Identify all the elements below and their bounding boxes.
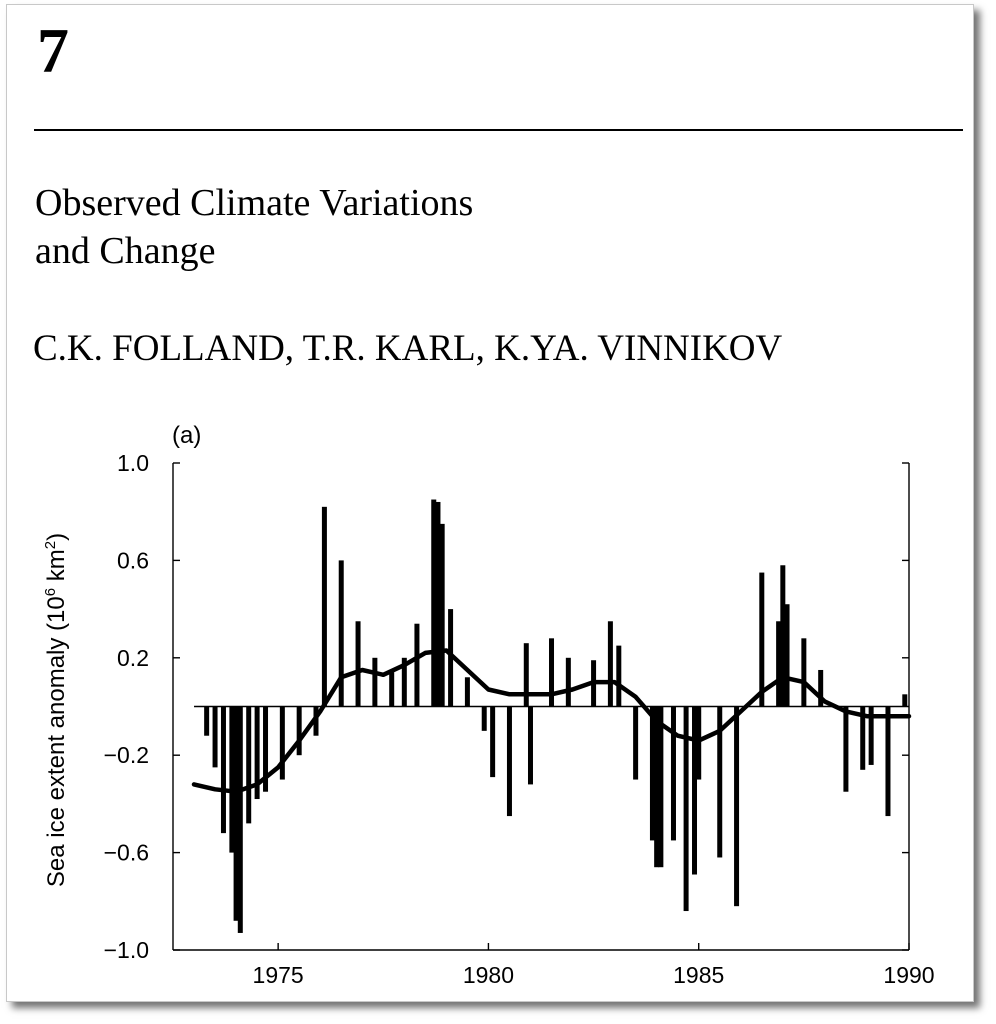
y-axis-label-unit: km	[43, 549, 70, 588]
anomaly-bar	[633, 706, 639, 780]
x-tick-label: 1975	[253, 962, 304, 988]
anomaly-bar	[414, 623, 420, 707]
y-tick-label: −1.0	[104, 937, 149, 963]
anomaly-bar	[734, 706, 740, 907]
anomaly-bar	[296, 706, 302, 756]
anomaly-bar	[860, 706, 866, 770]
anomaly-bar	[692, 706, 698, 875]
anomaly-bar	[246, 706, 252, 824]
x-tick-label: 1980	[463, 962, 514, 988]
anomaly-bar	[313, 706, 319, 736]
anomaly-bar	[843, 706, 849, 792]
anomaly-bar	[233, 706, 239, 921]
anomaly-bar	[670, 706, 676, 841]
smoothed-line	[191, 648, 912, 794]
anomaly-bar	[818, 669, 824, 707]
anomaly-bar	[355, 621, 361, 707]
anomaly-bar	[780, 565, 786, 707]
anomaly-bar	[263, 706, 269, 792]
panel-label: (a)	[172, 422, 201, 449]
chapter-number: 7	[37, 15, 69, 86]
header-rule	[34, 129, 963, 131]
x-tick-label: 1985	[673, 962, 724, 988]
anomaly-bar	[254, 706, 260, 800]
anomaly-bar	[464, 677, 470, 707]
y-axis-label-text: Sea ice extent anomaly (10	[43, 596, 70, 887]
anomaly-bar	[481, 706, 487, 731]
y-tick-label: −0.2	[104, 742, 149, 768]
anomaly-bar	[549, 638, 555, 707]
anomaly-bar	[506, 706, 512, 817]
anomaly-bar	[801, 638, 807, 707]
anomaly-bar	[229, 706, 235, 853]
y-tick-label: 0.6	[117, 547, 149, 573]
anomaly-bar	[321, 506, 327, 707]
anomaly-bar	[649, 706, 655, 841]
anomaly-bar	[401, 657, 407, 707]
x-tick-label: 1990	[883, 962, 934, 988]
anomaly-bar	[220, 706, 226, 834]
anomaly-bar	[784, 604, 790, 707]
chapter-title-line-2: and Change	[35, 230, 216, 272]
anomaly-bar	[389, 672, 395, 707]
anomaly-bar	[204, 706, 210, 736]
anomaly-bar	[902, 694, 908, 707]
plot-area: 1.0 0.6 0.2 −0.2 −0.6 −1.0 1975 1980 1985 1990	[104, 450, 935, 988]
y-tick-label: 0.2	[117, 645, 149, 671]
anomaly-bar	[565, 657, 571, 707]
page: 7 Observed Climate Variations and Change…	[6, 4, 974, 1002]
anomaly-bar	[776, 621, 782, 707]
anomaly-bar	[759, 572, 765, 707]
y-axis-label-exponent-1: 6	[42, 588, 59, 596]
chapter-title: Observed Climate Variations and Change	[35, 179, 473, 275]
anomaly-bar	[868, 706, 874, 765]
y-axis-label: Sea ice extent anomaly (106 km2)	[42, 533, 70, 887]
anomaly-bar	[435, 501, 441, 707]
anomaly-bar	[683, 706, 689, 912]
chapter-title-line-1: Observed Climate Variations	[35, 182, 474, 224]
y-tick-label: −0.6	[104, 840, 149, 866]
anomaly-bar	[885, 706, 891, 817]
anomaly-bar	[372, 657, 378, 707]
sea-ice-anomaly-figure: (a) Sea ice extent anomaly (106 km2) 1.0…	[42, 422, 935, 988]
anomaly-bar	[527, 706, 533, 785]
anomaly-bar	[717, 706, 723, 858]
anomaly-bar	[338, 560, 344, 707]
anomaly-bar	[431, 499, 437, 707]
anomaly-bar	[448, 609, 454, 707]
anomaly-bar	[439, 523, 445, 707]
anomaly-bar	[237, 706, 243, 933]
y-axis-label-close: )	[43, 533, 70, 541]
anomaly-bar	[212, 706, 218, 768]
anomaly-bar	[607, 621, 613, 707]
anomaly-bar	[696, 706, 702, 780]
anomaly-bar	[658, 706, 664, 868]
anomaly-bar	[490, 706, 496, 778]
anomaly-bar	[654, 706, 660, 868]
y-axis-label-exponent-2: 2	[42, 541, 59, 549]
anomaly-bar	[523, 643, 529, 707]
anomaly-bar	[279, 706, 285, 780]
chapter-authors: C.K. FOLLAND, T.R. KARL, K.YA. VINNIKOV	[33, 328, 783, 369]
anomaly-bar	[616, 645, 622, 707]
y-tick-label: 1.0	[117, 450, 149, 476]
